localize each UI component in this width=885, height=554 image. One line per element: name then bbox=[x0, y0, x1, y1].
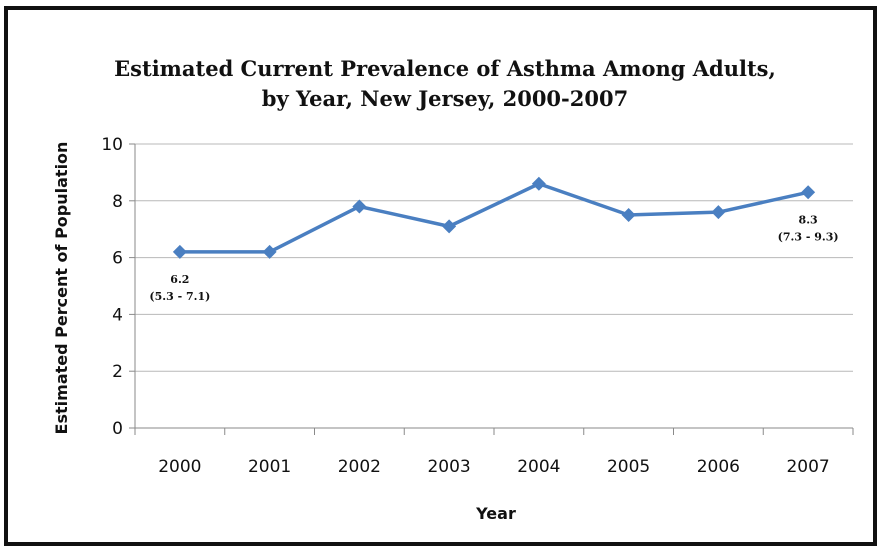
x-axis-ticks: 2000 2001 2002 2003 2004 2005 2006 2007 bbox=[158, 457, 830, 477]
x-axis-label: Year bbox=[475, 504, 516, 523]
chart-title-line-1: Estimated Current Prevalence of Asthma A… bbox=[114, 56, 776, 81]
x-tick-label: 2003 bbox=[427, 457, 470, 477]
data-point-marker bbox=[711, 205, 726, 220]
annotations: 6.2 (5.3 - 7.1) 8.3 (7.3 - 9.3) bbox=[149, 213, 838, 303]
series-line bbox=[179, 182, 809, 254]
x-tick-label: 2007 bbox=[786, 457, 829, 477]
chart-frame bbox=[4, 6, 877, 546]
y-tick-label: 0 bbox=[112, 419, 123, 439]
series-group bbox=[172, 176, 816, 259]
x-tick-label: 2005 bbox=[607, 457, 650, 477]
data-point-marker bbox=[801, 185, 816, 200]
data-point-marker bbox=[172, 244, 187, 259]
data-label-value: 6.2 bbox=[170, 273, 189, 286]
x-tick-label: 2002 bbox=[338, 457, 381, 477]
x-tick-label: 2001 bbox=[248, 457, 291, 477]
y-tick-label: 8 bbox=[112, 192, 123, 212]
y-axis-label: Estimated Percent of Population bbox=[52, 142, 71, 435]
data-label-interval: (7.3 - 9.3) bbox=[778, 230, 839, 243]
y-tick-label: 6 bbox=[112, 249, 123, 269]
y-tick-label: 2 bbox=[112, 362, 123, 382]
data-point-marker bbox=[352, 199, 367, 214]
data-label-value: 8.3 bbox=[799, 213, 818, 226]
data-point-marker bbox=[621, 208, 636, 222]
x-tick-label: 2006 bbox=[697, 457, 740, 477]
chart-title-line-2: by Year, New Jersey, 2000-2007 bbox=[262, 86, 628, 111]
x-tick-label: 2000 bbox=[158, 457, 201, 477]
x-tick-label: 2004 bbox=[517, 457, 560, 477]
y-tick-label: 10 bbox=[101, 135, 123, 155]
y-tick-label: 4 bbox=[112, 305, 123, 325]
data-point-marker bbox=[262, 244, 277, 259]
data-point-marker bbox=[531, 176, 546, 191]
data-point-marker bbox=[442, 219, 457, 234]
data-label-interval: (5.3 - 7.1) bbox=[149, 290, 210, 303]
gridlines bbox=[129, 143, 854, 435]
y-axis-ticks: 0 2 4 6 8 10 bbox=[101, 135, 123, 439]
